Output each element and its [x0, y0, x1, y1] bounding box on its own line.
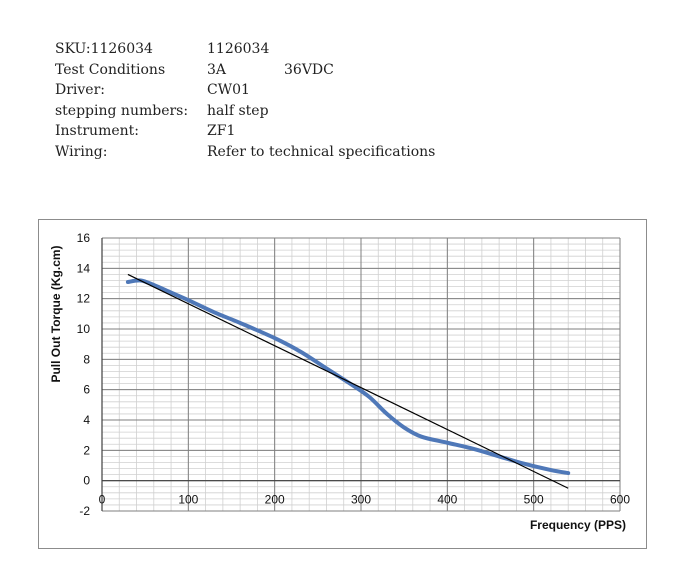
y-tick-label: 14 — [77, 261, 91, 275]
x-tick-label: 200 — [265, 493, 285, 507]
spec-label: SKU:1126034 — [55, 41, 153, 57]
y-tick-label: 8 — [83, 352, 90, 366]
x-tick-label: 500 — [524, 493, 544, 507]
x-axis-title: Frequency (PPS) — [530, 518, 626, 532]
spec-label: Test Conditions — [55, 61, 166, 78]
spec-value: 1126034 — [207, 41, 270, 57]
spec-value: half step — [207, 102, 269, 119]
spec-value: Refer to technical specifications — [207, 143, 436, 160]
y-tick-label: -2 — [79, 504, 90, 518]
series-layer — [125, 273, 571, 489]
y-tick-label: 0 — [83, 474, 90, 488]
x-tick-label: 600 — [610, 493, 630, 507]
torque-chart: -2 0 2 4 6 8 10 12 14 16 0 100 200 300 400 500 600 Pull … — [38, 219, 647, 549]
x-tick-label: 400 — [437, 493, 457, 507]
x-tick-label: 0 — [99, 493, 106, 507]
y-tick-label: 6 — [83, 383, 90, 397]
y-tick-label: 16 — [77, 231, 91, 245]
spec-label: Instrument: — [55, 123, 139, 140]
spec-extra-value: 36VDC — [284, 61, 334, 78]
spec-value: ZF1 — [207, 123, 236, 140]
y-tick-label: 10 — [77, 322, 91, 336]
spec-label: stepping numbers: — [55, 102, 189, 119]
y-axis-title: Pull Out Torque (Kg.cm) — [49, 245, 63, 382]
spec-label: Wiring: — [55, 143, 108, 160]
chart-canvas: -2 0 2 4 6 8 10 12 14 16 0 100 200 300 400 500 600 Pull … — [49, 231, 631, 532]
x-tick-label: 300 — [351, 493, 371, 507]
spec-value: 3A — [207, 61, 227, 78]
y-tick-label: 2 — [83, 443, 90, 457]
x-tick-label: 100 — [178, 493, 198, 507]
trend-line — [127, 273, 569, 489]
torque-curve — [125, 278, 571, 476]
y-tick-label: 12 — [77, 292, 91, 306]
spec-label: Driver: — [55, 82, 105, 99]
tick-labels: -2 0 2 4 6 8 10 12 14 16 0 100 200 300 400 500 600 — [77, 231, 631, 518]
y-tick-label: 4 — [83, 413, 90, 427]
spec-value: CW01 — [207, 82, 250, 99]
